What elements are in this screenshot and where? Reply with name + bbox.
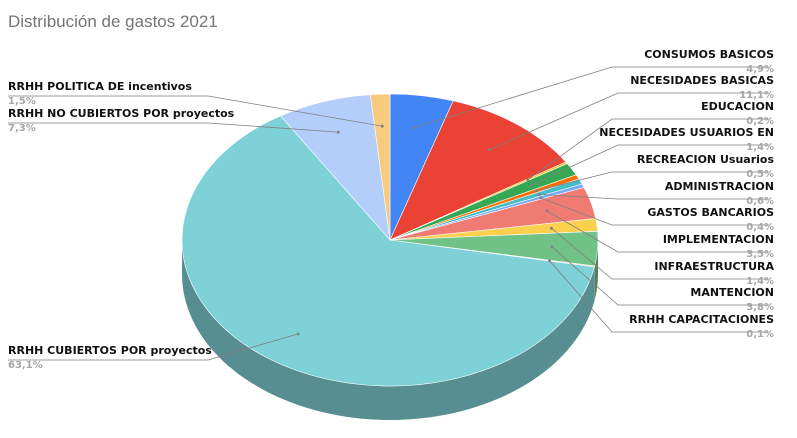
- leader-lines: [8, 66, 769, 361]
- leader-dot: [336, 130, 340, 134]
- slice-value-gastos-bancarios: 0,4%: [746, 222, 774, 233]
- leader-dot: [530, 183, 534, 187]
- slice-value-mantencion: 3,8%: [746, 302, 774, 313]
- leader-dot: [550, 226, 553, 230]
- leader-dot: [534, 189, 538, 193]
- slice-label-rrhh-politica-de-incentivos: RRHH POLITICA DE incentivos: [8, 80, 192, 93]
- slice-label-educacion: EDUCACION: [701, 100, 774, 113]
- leader-line: [414, 66, 769, 128]
- slice-value-rrhh-cubiertos-por-proyectos: 63,1%: [8, 360, 43, 371]
- leader-dot: [380, 124, 384, 128]
- slice-value-necesidades-usuarios-en: 1,4%: [746, 142, 774, 153]
- leader-dot: [537, 193, 540, 196]
- pie-slices: [181, 93, 599, 387]
- leader-line: [551, 227, 769, 280]
- leader-line: [8, 122, 339, 133]
- leader-line: [531, 144, 769, 186]
- slice-labels: CONSUMOS BASICOS 4,9%NECESIDADES BASICAS 1…: [8, 48, 774, 371]
- slice-value-recreacion-usuarios: 0,5%: [746, 169, 774, 180]
- slice-label-administracion: ADMINISTRACION: [665, 180, 774, 193]
- leader-line: [538, 194, 769, 200]
- slice-rrhh-cubiertos-por-proyectos[interactable]: [181, 115, 595, 387]
- slice-label-recreacion-usuarios: RECREACION Usuarios: [637, 153, 775, 166]
- leader-dot: [487, 148, 491, 152]
- leader-line: [8, 333, 299, 361]
- slice-label-implementacion: IMPLEMENTACION: [663, 233, 774, 246]
- leader-line: [527, 118, 769, 181]
- leader-dot: [539, 196, 542, 200]
- leader-line: [540, 197, 769, 226]
- leader-dot: [526, 178, 530, 182]
- leader-dot: [545, 209, 549, 213]
- leader-line: [489, 92, 769, 151]
- slice-value-infraestructura: 1,4%: [746, 276, 774, 287]
- slice-label-gastos-bancarios: GASTOS BANCARIOS: [647, 206, 774, 219]
- leader-line: [546, 210, 769, 253]
- slice-value-rrhh-politica-de-incentivos: 1,5%: [8, 96, 36, 107]
- slice-label-rrhh-no-cubiertos-por-proyectos: RRHH NO CUBIERTOS POR proyectos: [8, 107, 235, 120]
- leader-dot: [296, 332, 300, 336]
- slice-value-implementacion: 3,5%: [746, 249, 774, 260]
- slice-label-infraestructura: INFRAESTRUCTURA: [654, 260, 774, 273]
- leader-line: [536, 171, 769, 192]
- slice-value-educacion: 0,2%: [746, 116, 774, 127]
- slice-value-rrhh-capacitaciones: 0,1%: [746, 329, 774, 340]
- leader-dot: [413, 126, 417, 129]
- leader-dot: [548, 259, 551, 263]
- slice-label-rrhh-capacitaciones: RRHH CAPACITACIONES: [629, 313, 774, 326]
- leader-line: [551, 246, 769, 306]
- slice-label-rrhh-cubiertos-por-proyectos: RRHH CUBIERTOS POR proyectos: [8, 344, 212, 357]
- slice-rrhh-politica-de-incentivos[interactable]: [370, 93, 391, 241]
- slice-value-administracion: 0,6%: [746, 196, 774, 207]
- slice-value-consumos-basicos: 4,9%: [746, 64, 774, 75]
- leader-dot: [550, 245, 554, 249]
- leader-line: [8, 95, 383, 127]
- slice-side-rrhh-cubiertos-por-proyectos: [182, 240, 595, 420]
- slice-label-necesidades-usuarios-en: NECESIDADES USUARIOS EN: [599, 126, 774, 139]
- leader-line: [549, 260, 769, 333]
- slice-value-necesidades-basicas: 11,1%: [739, 90, 774, 101]
- slice-label-mantencion: MANTENCION: [690, 286, 774, 299]
- slice-value-rrhh-no-cubiertos-por-proyectos: 7,3%: [8, 123, 36, 134]
- slice-label-consumos-basicos: CONSUMOS BASICOS: [644, 48, 774, 61]
- chart-title: Distribución de gastos 2021: [8, 12, 218, 31]
- slice-label-necesidades-basicas: NECESIDADES BASICAS: [630, 74, 774, 87]
